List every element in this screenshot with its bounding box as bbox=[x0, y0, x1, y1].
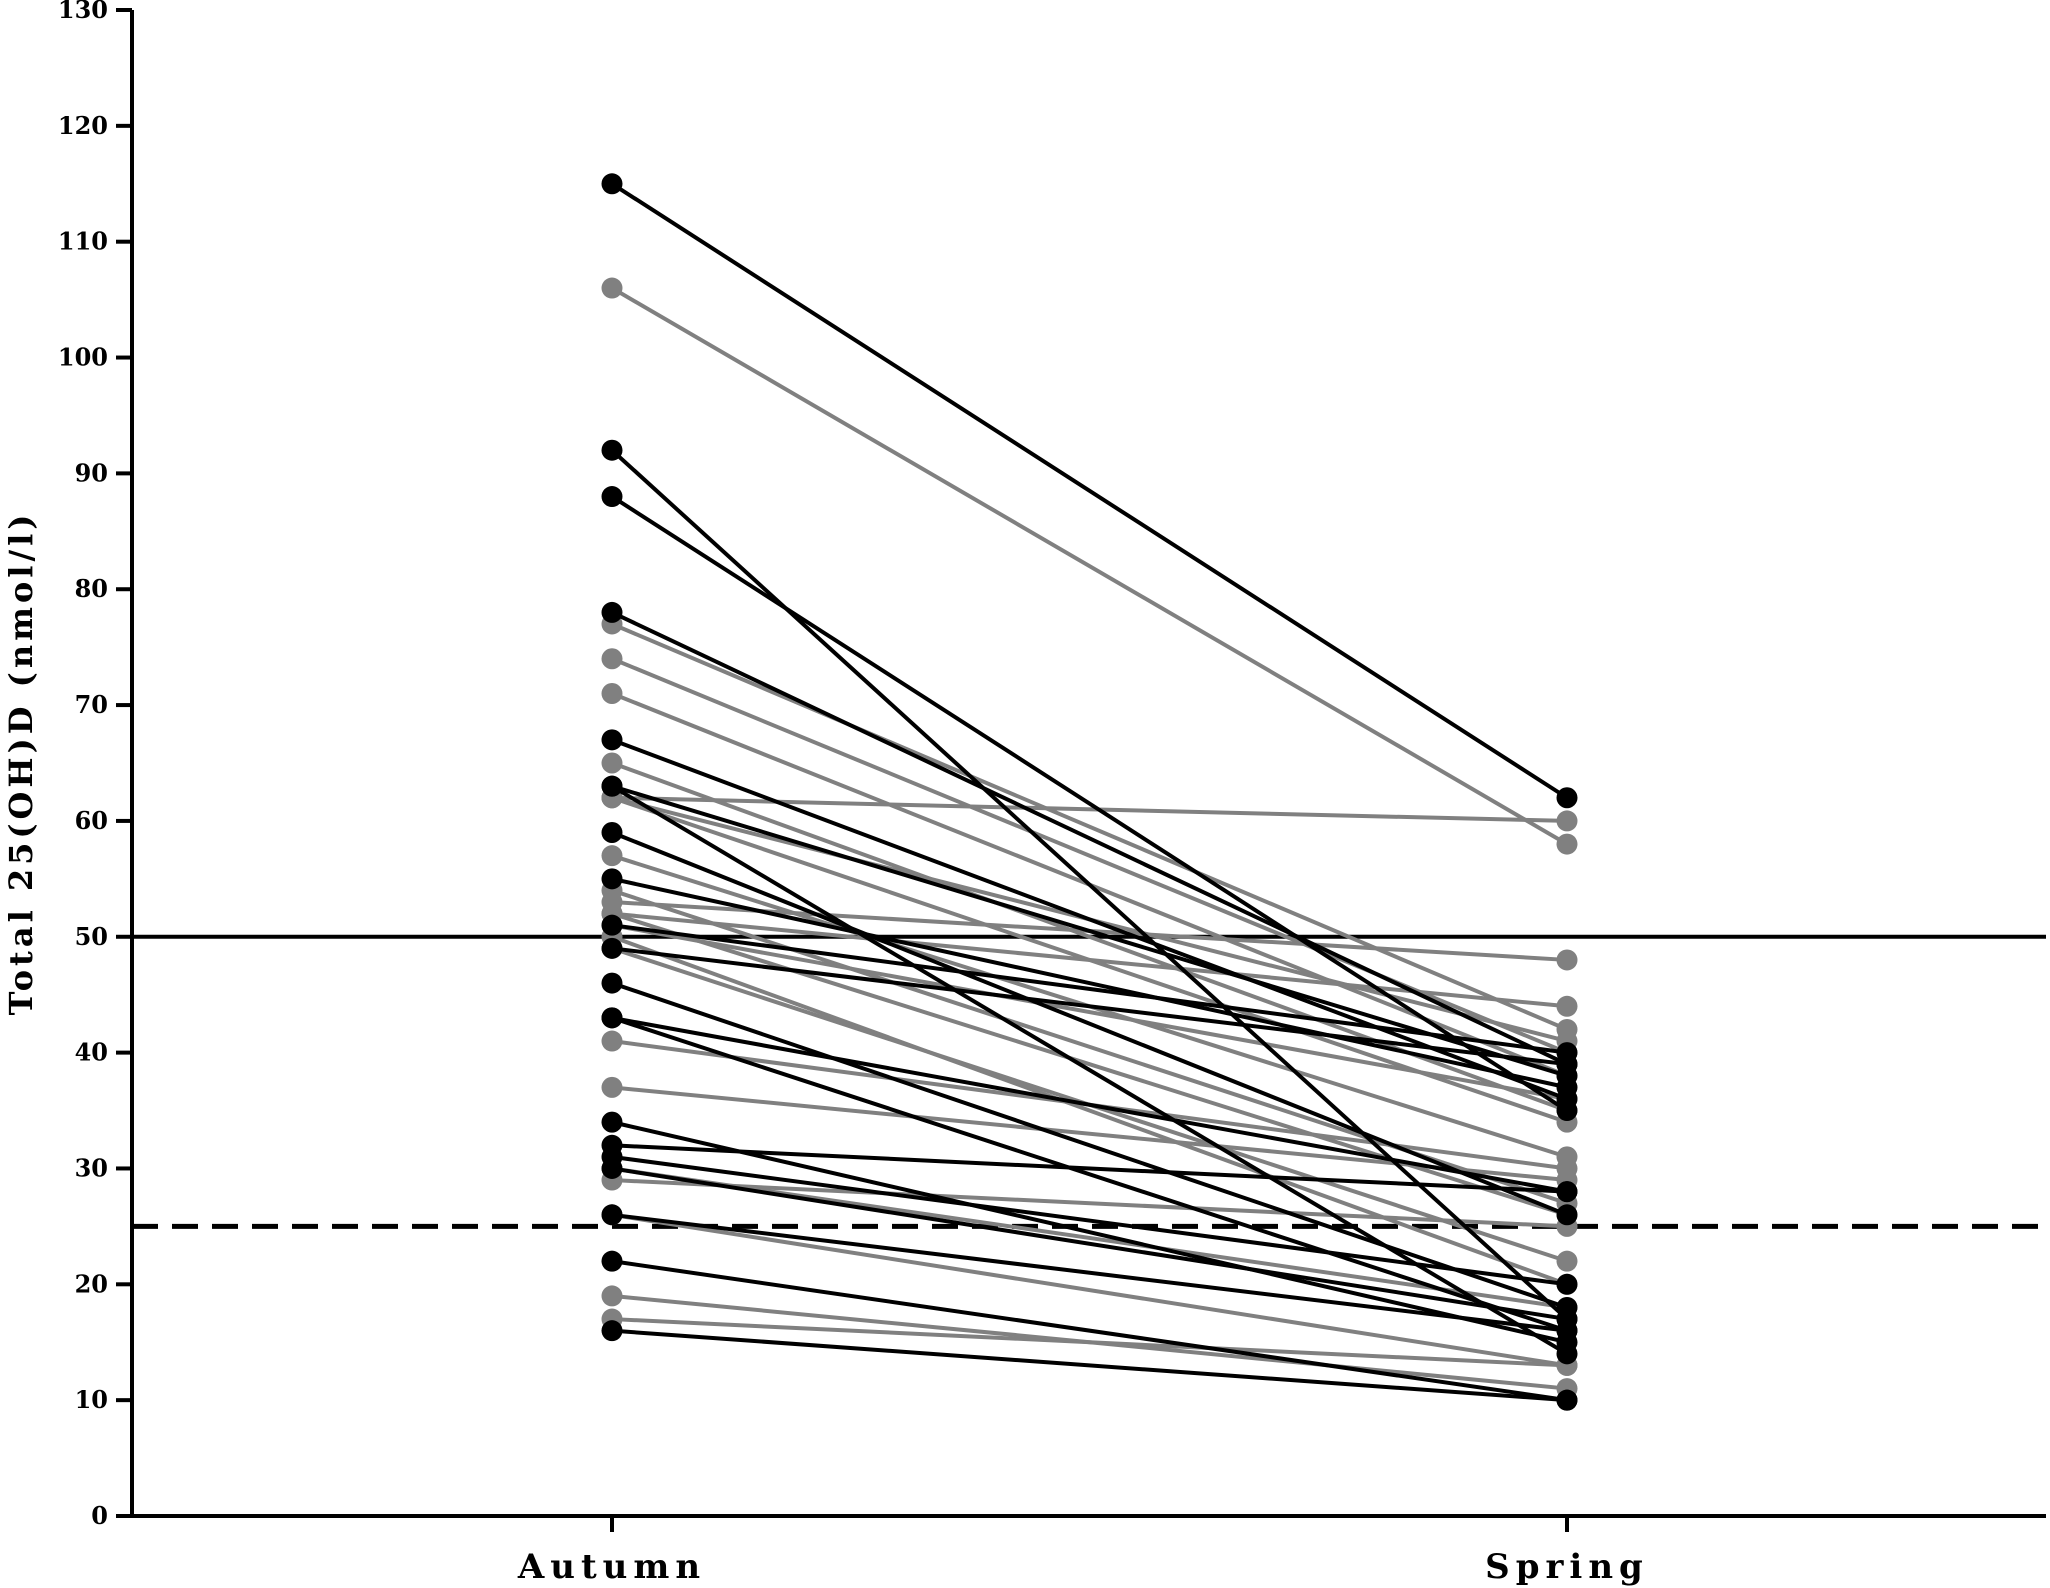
series-line-black bbox=[611, 1259, 1568, 1403]
y-tick-label: 120 bbox=[58, 111, 108, 140]
series-line-grey bbox=[611, 1178, 1568, 1229]
data-point-spring bbox=[1556, 787, 1578, 809]
data-point-spring bbox=[1556, 810, 1578, 832]
data-point-autumn bbox=[601, 729, 623, 751]
series-line-black bbox=[611, 1166, 1568, 1322]
series-line-black bbox=[611, 981, 1568, 1310]
series-line-black bbox=[611, 923, 1568, 1055]
x-category-label: Spring bbox=[1485, 1547, 1649, 1587]
data-point-spring bbox=[1556, 995, 1578, 1017]
data-point-spring bbox=[1556, 1204, 1578, 1226]
black-series bbox=[601, 173, 1578, 1411]
data-point-autumn bbox=[601, 486, 623, 508]
data-point-spring bbox=[1556, 1053, 1578, 1075]
data-point-spring bbox=[1556, 1250, 1578, 1272]
series-line-black bbox=[611, 876, 1568, 1090]
data-point-autumn bbox=[601, 1111, 623, 1133]
y-tick-label: 10 bbox=[75, 1385, 108, 1414]
data-point-spring bbox=[1556, 1181, 1578, 1203]
series-line-black bbox=[610, 182, 1569, 800]
data-point-autumn bbox=[601, 648, 623, 670]
series-line-black bbox=[610, 784, 1569, 1356]
series-line-black bbox=[611, 1015, 1568, 1194]
data-point-spring bbox=[1556, 1076, 1578, 1098]
data-point-autumn bbox=[601, 1007, 623, 1029]
x-category-label: Autumn bbox=[517, 1547, 706, 1587]
series-line-grey bbox=[611, 1317, 1568, 1368]
data-point-autumn bbox=[601, 173, 623, 195]
data-point-autumn bbox=[601, 682, 623, 704]
y-tick-label: 40 bbox=[75, 1038, 108, 1067]
series-line-black bbox=[610, 494, 1569, 1113]
data-point-autumn bbox=[601, 277, 623, 299]
series-line-black bbox=[611, 1154, 1568, 1287]
series-line-grey bbox=[611, 934, 1568, 1287]
data-point-spring bbox=[1556, 833, 1578, 855]
y-tick-label: 60 bbox=[75, 806, 108, 835]
data-point-autumn bbox=[601, 775, 623, 797]
y-tick-label: 30 bbox=[75, 1153, 108, 1182]
data-point-autumn bbox=[601, 1320, 623, 1342]
data-point-autumn bbox=[601, 1204, 623, 1226]
y-tick-label: 100 bbox=[58, 343, 108, 372]
data-point-autumn bbox=[601, 822, 623, 844]
axes bbox=[130, 10, 2046, 1518]
data-point-spring bbox=[1556, 1389, 1578, 1411]
y-axis-title: Total 25(OH)D (nmol/l) bbox=[2, 511, 40, 1016]
data-point-autumn bbox=[601, 914, 623, 936]
series-line-black bbox=[611, 737, 1568, 1101]
data-point-autumn bbox=[601, 439, 623, 461]
data-point-autumn bbox=[601, 937, 623, 959]
data-point-autumn bbox=[601, 972, 623, 994]
y-tick-label: 0 bbox=[91, 1501, 108, 1530]
series-line-black bbox=[611, 610, 1568, 1067]
data-point-autumn bbox=[601, 1030, 623, 1052]
y-tick-label: 80 bbox=[75, 574, 108, 603]
series-line-black bbox=[611, 784, 1568, 1078]
series-line-grey bbox=[611, 923, 1568, 1101]
data-point-autumn bbox=[601, 868, 623, 890]
y-tick-label: 20 bbox=[75, 1269, 108, 1298]
series-line-grey bbox=[610, 286, 1569, 846]
data-point-spring bbox=[1556, 949, 1578, 971]
y-tick-label: 90 bbox=[75, 458, 108, 487]
series-line-grey bbox=[611, 1212, 1568, 1368]
data-point-autumn bbox=[601, 845, 623, 867]
y-ticks: 0 10 20 30 40 50 60 70 80 90 100 110 120 130 bbox=[58, 0, 132, 1530]
data-point-autumn bbox=[601, 1285, 623, 1307]
series-line-black bbox=[611, 830, 1568, 1217]
series-line-black bbox=[610, 448, 1569, 1321]
series-line-black bbox=[611, 1120, 1568, 1345]
data-point-autumn bbox=[601, 1250, 623, 1272]
reference-lines bbox=[132, 934, 2046, 1229]
x-ticks: Autumn Spring bbox=[517, 1516, 1649, 1587]
y-tick-label: 110 bbox=[58, 227, 108, 256]
data-point-autumn bbox=[601, 1157, 623, 1179]
series-line-black bbox=[611, 1143, 1568, 1194]
data-point-spring bbox=[1556, 1320, 1578, 1342]
data-point-autumn bbox=[601, 752, 623, 774]
y-tick-label: 130 bbox=[58, 0, 108, 24]
data-point-spring bbox=[1556, 1273, 1578, 1295]
data-point-autumn bbox=[601, 1076, 623, 1098]
series-line-grey bbox=[611, 622, 1568, 1032]
series-line-black bbox=[611, 1328, 1568, 1403]
y-tick-label: 70 bbox=[75, 690, 108, 719]
y-tick-label: 50 bbox=[75, 922, 108, 951]
data-point-autumn bbox=[601, 601, 623, 623]
series-line-black bbox=[611, 1015, 1568, 1333]
series-line-black bbox=[611, 946, 1568, 1067]
series-line-black bbox=[611, 1212, 1568, 1333]
